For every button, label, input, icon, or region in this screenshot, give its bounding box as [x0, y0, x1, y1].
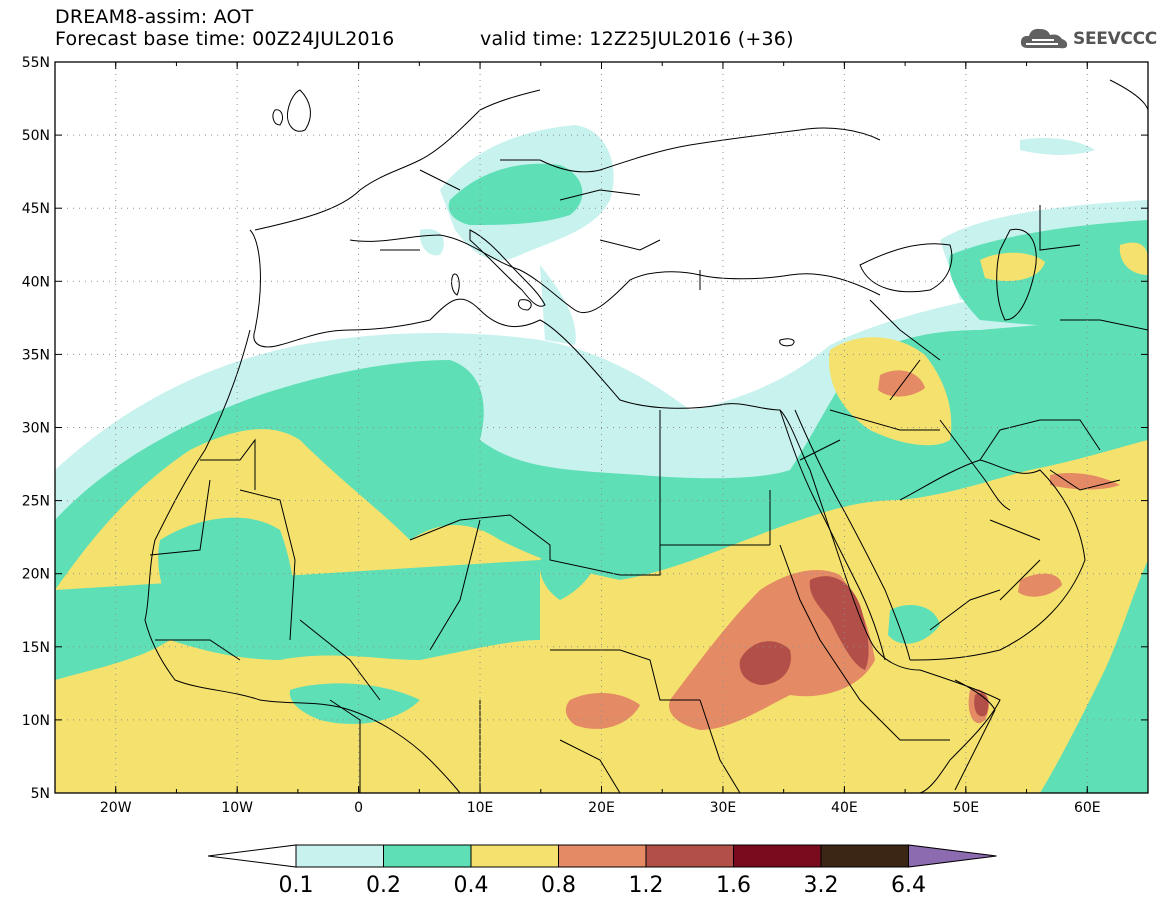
- lat-label: 20N: [22, 567, 50, 583]
- legend-swatch: [470, 844, 559, 868]
- legend-label: 1.6: [716, 873, 751, 898]
- lat-label: 35N: [22, 347, 50, 363]
- lat-label: 50N: [22, 128, 50, 144]
- legend-swatch: [820, 844, 909, 868]
- grid-lines: [55, 62, 1148, 793]
- lon-label: 30E: [710, 800, 737, 816]
- map-header: DREAM8-assim: AOT Forecast base time: 00…: [55, 6, 794, 50]
- legend-label: 6.4: [891, 873, 926, 898]
- lat-label: 15N: [22, 640, 50, 656]
- lon-label: 10E: [467, 800, 494, 816]
- lat-label: 5N: [31, 786, 50, 802]
- axis-labels: 20W 10W 0 10E 20E 30E 40E 50E 60E 55N 50N 45N 40N 35N…: [22, 55, 1101, 816]
- aot-field: [55, 125, 1148, 793]
- map-title: DREAM8-assim: AOT: [55, 6, 254, 28]
- legend-label: 3.2: [804, 873, 839, 898]
- legend-label: 0.1: [279, 873, 314, 898]
- lat-label: 40N: [22, 274, 50, 290]
- lon-label: 50E: [952, 800, 979, 816]
- legend-label: 1.2: [629, 873, 664, 898]
- seevccc-logo: SEEVCCC: [1018, 24, 1157, 54]
- legend-arrow-low: [207, 844, 297, 868]
- lat-label: 45N: [22, 201, 50, 217]
- legend-arrow-high: [908, 844, 997, 868]
- lon-label: 20W: [100, 800, 132, 816]
- lon-label: 40E: [831, 800, 858, 816]
- lat-label: 30N: [22, 421, 50, 437]
- legend-swatch: [558, 844, 647, 868]
- legend-label: 0.8: [541, 873, 576, 898]
- lon-label: 10W: [221, 800, 253, 816]
- legend-label: 0.4: [454, 873, 489, 898]
- legend-swatch: [733, 844, 822, 868]
- aot-band-0-2-inner: [158, 517, 940, 724]
- lat-label: 55N: [22, 55, 50, 71]
- coastlines: [144, 79, 1148, 793]
- logo-text: SEEVCCC: [1073, 29, 1157, 49]
- legend-swatch: [383, 844, 472, 868]
- lon-label: 0: [354, 800, 363, 816]
- legend-swatch: [645, 844, 734, 868]
- legend-swatch: [295, 844, 384, 868]
- lon-label: 20E: [588, 800, 615, 816]
- lat-label: 25N: [22, 494, 50, 510]
- color-legend: 0.1 0.2 0.4 0.8 1.2 1.6 3.2 6.4: [207, 844, 997, 898]
- lon-label: 60E: [1074, 800, 1101, 816]
- valid-time: valid time: 12Z25JUL2016 (+36): [480, 28, 794, 50]
- forecast-base-time: Forecast base time: 00Z24JUL2016: [55, 28, 395, 50]
- cloud-icon: [1020, 28, 1068, 49]
- axis-ticks: [54, 61, 1149, 794]
- legend-label: 0.2: [366, 873, 401, 898]
- lat-label: 10N: [22, 713, 50, 729]
